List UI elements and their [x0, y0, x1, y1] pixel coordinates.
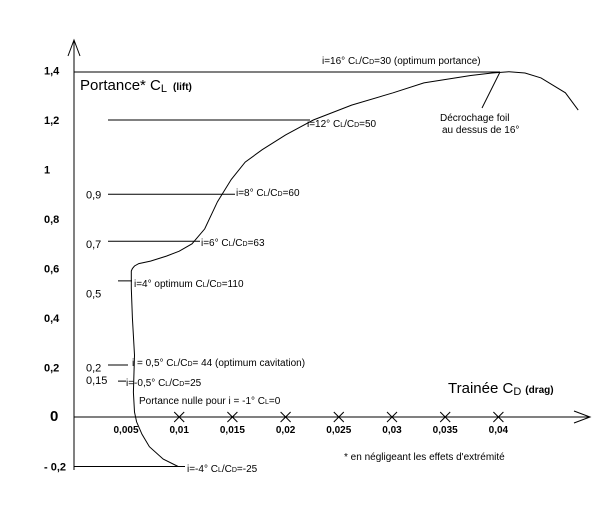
inner-y-label: 0,15	[86, 375, 107, 387]
y-tick-label: 1,2	[44, 115, 59, 127]
polar-curve-line	[130, 71, 579, 467]
inner-y-label: 0,7	[86, 239, 101, 251]
stall-pointer	[481, 71, 501, 109]
x-tick-label: 0,03	[382, 425, 402, 436]
x-tick-label: 0,005	[113, 425, 138, 436]
stall-note-line-1: Décrochage foil	[440, 113, 509, 124]
annotation-label: i=-0,5° CL/CD=25	[126, 378, 202, 389]
inner-y-label: 0,5	[86, 288, 101, 300]
y-tick-label: 1,4	[44, 66, 60, 78]
x-tick-label: 0,02	[276, 425, 296, 436]
annotation-label: i=4° optimum CL/CD=110	[134, 279, 244, 290]
x-tick-labels: 0,005 0,01 0,015 0,02 0,025 0,03 0,035 0,04	[113, 411, 509, 436]
x-tick-mark	[227, 411, 238, 423]
y-tick-labels: 1,4 1,2 1 0,8 0,6 0,4 0,2 0 - 0,2	[44, 66, 66, 474]
y-tick-label: 0,4	[44, 313, 60, 325]
annotation-label: i=-4° CL/CD=-25	[187, 464, 258, 475]
inner-y-label: 0,2	[86, 363, 101, 375]
annotation-label: i=12° CL/CD=50	[307, 119, 377, 130]
inner-y-labels: 0,9 0,7 0,5 0,20,15	[86, 189, 107, 387]
footnote: * en négligeant les effets d'extrémité	[344, 452, 505, 463]
y-tick-label: - 0,2	[44, 462, 66, 474]
x-tick-mark	[493, 411, 504, 423]
x-axis-arrow	[573, 410, 592, 424]
annotation-label: i=16° CL/CD=30 (optimum portance)	[322, 56, 481, 67]
annotation-label: i=6° CL/CD=63	[201, 238, 265, 249]
annotation-label: i=8° CL/CD=60	[236, 188, 300, 199]
y-tick-label: 0,2	[44, 363, 59, 375]
y-axis-arrow	[67, 38, 81, 57]
x-tick-label: 0,04	[489, 425, 509, 436]
x-tick-mark	[439, 411, 451, 423]
y-tick-label: 1	[44, 165, 50, 177]
polar-curve	[130, 71, 579, 467]
x-axis-title: Trainée CD (drag)	[448, 380, 554, 398]
x-tick-label: 0,035	[433, 425, 458, 436]
inner-y-label: 0,9	[86, 189, 101, 201]
x-tick-label: 0,025	[326, 425, 351, 436]
y-tick-label: 0,8	[44, 214, 59, 226]
x-tick-mark	[280, 411, 291, 423]
x-tick-label: 0,01	[169, 425, 189, 436]
stall-note-line-2: au dessus de 16°	[442, 125, 519, 136]
x-tick-label: 0,015	[220, 425, 245, 436]
y-tick-label: 0,6	[44, 264, 59, 276]
annotation-lines	[74, 119, 310, 467]
x-tick-mark	[173, 411, 185, 423]
x-tick-mark	[333, 411, 345, 423]
annotations: i=16° CL/CD=30 (optimum portance) i=12° C…	[126, 56, 481, 475]
x-tick-mark	[386, 411, 398, 423]
y-axis-title: Portance* CL (lift)	[80, 77, 192, 95]
annotation-label: i = 0,5° CL/CD= 44 (optimum cavitation)	[132, 358, 305, 369]
annotation-label: Portance nulle pour i = -1° CL=0	[139, 396, 281, 407]
y-tick-label: 0	[50, 408, 58, 425]
